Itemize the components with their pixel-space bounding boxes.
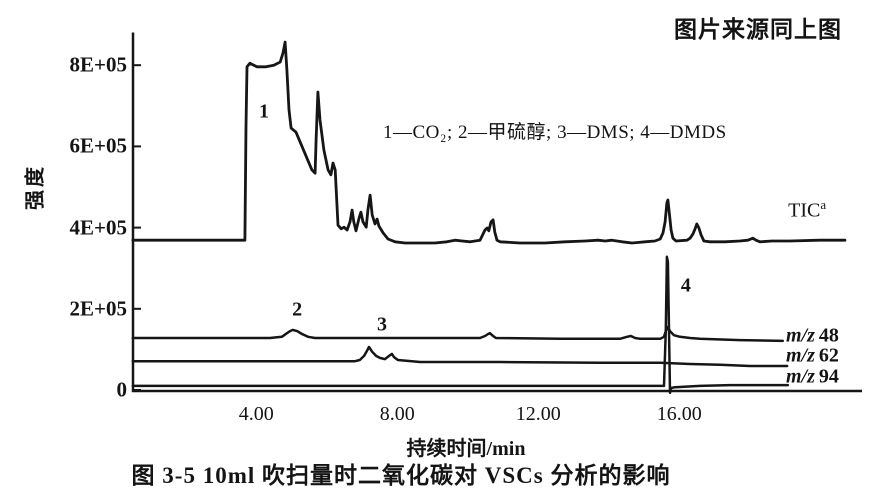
x-tick-label: 12.00 <box>515 403 561 425</box>
trace-label-text: m/z <box>786 324 815 347</box>
y-axis-label: 强度 <box>24 164 47 210</box>
trace-label-text: m/z <box>786 365 815 388</box>
trace-label-number: 48 <box>818 324 839 347</box>
trace-mz94 <box>131 255 790 395</box>
trace-label-mz62: m/z 62 <box>786 344 839 367</box>
y-tick-label: 0 <box>116 377 128 402</box>
y-tick-label: 6E+05 <box>69 133 127 158</box>
trace-label-superscript: a <box>820 196 827 212</box>
y-tick-label: 4E+05 <box>69 215 127 240</box>
peak-number-2: 2 <box>292 298 303 321</box>
figure-caption: 图 3-5 10ml 吹扫量时二氧化碳对 VSCs 分析的影响 <box>131 463 671 488</box>
y-tick-label: 2E+05 <box>69 296 127 321</box>
trace-TIC <box>131 40 847 245</box>
trace-label-text: TIC <box>788 199 821 222</box>
trace-label-number: 62 <box>818 344 839 367</box>
trace-mz62 <box>131 345 789 368</box>
peak-number-1: 1 <box>258 100 269 123</box>
y-tick-label: 8E+05 <box>69 52 127 77</box>
x-tick-label: 4.00 <box>238 403 274 425</box>
x-axis-label: 持续时间/min <box>406 438 526 460</box>
source-note: 图片来源同上图 <box>674 16 842 42</box>
x-tick-label: 8.00 <box>379 403 415 425</box>
trace-label-text: m/z <box>786 344 815 367</box>
trace-label-mz94: m/z 94 <box>786 366 839 389</box>
peak-number-4: 4 <box>680 274 691 297</box>
trace-label-mz48: m/z 48 <box>786 325 839 348</box>
trace-label-number: 94 <box>818 365 839 388</box>
peak-number-3: 3 <box>377 313 388 336</box>
trace-mz48 <box>131 325 785 343</box>
trace-label-TIC: TICa <box>788 196 827 222</box>
peak-legend: 1—CO₂; 2—甲硫醇; 3—DMS; 4—DMDS <box>383 122 727 143</box>
x-tick-label: 16.00 <box>656 403 702 425</box>
